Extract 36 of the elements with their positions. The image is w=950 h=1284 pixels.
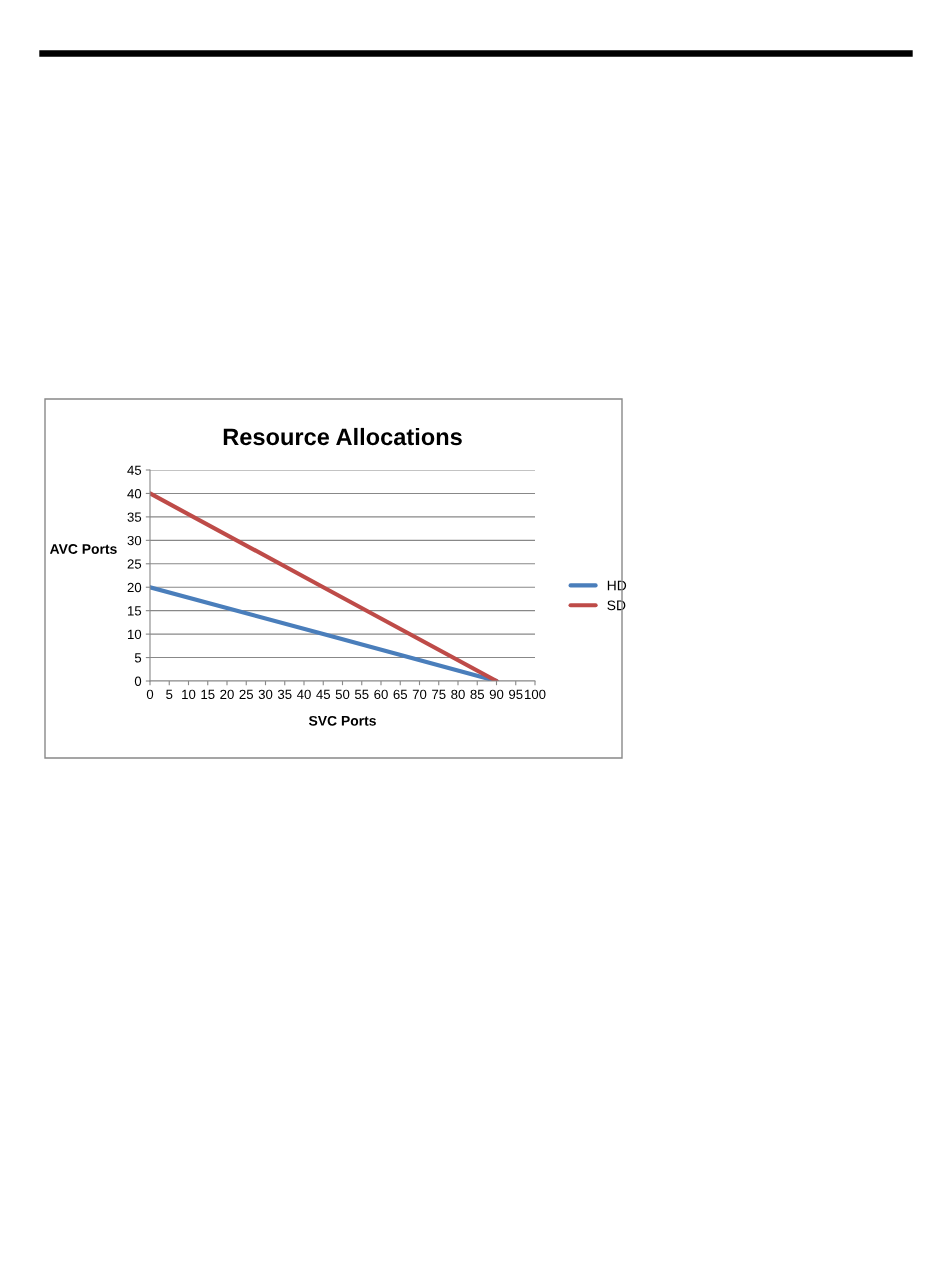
x-axis-title: SVC Ports bbox=[308, 715, 376, 726]
x-tick-label: 90 bbox=[489, 689, 504, 700]
x-tick-label: 50 bbox=[335, 689, 350, 700]
x-tick-label: 95 bbox=[509, 689, 523, 700]
x-tick-label: 65 bbox=[393, 689, 408, 700]
x-tick-label: 15 bbox=[201, 689, 215, 700]
x-tick-label: 20 bbox=[220, 689, 234, 700]
x-tick-label: 75 bbox=[432, 689, 446, 700]
x-tick-label: 60 bbox=[374, 689, 388, 700]
x-tick-label: 80 bbox=[451, 689, 465, 700]
x-tick-label: 100 bbox=[525, 689, 546, 700]
x-tick-label: 25 bbox=[239, 689, 254, 700]
y-tick-label: 40 bbox=[127, 489, 142, 499]
y-tick-label: 10 bbox=[128, 629, 142, 640]
y-tick-label: 0 bbox=[134, 676, 142, 686]
chart-title: Resource Allocations bbox=[223, 427, 462, 446]
x-tick-label: 5 bbox=[166, 689, 173, 700]
y-tick-label: 35 bbox=[127, 512, 142, 522]
x-tick-label: 30 bbox=[258, 689, 273, 700]
x-tick-label: 70 bbox=[412, 689, 427, 700]
legend-label: SD bbox=[607, 600, 626, 611]
x-tick-label: 0 bbox=[146, 689, 154, 700]
y-tick-label: 45 bbox=[127, 465, 142, 475]
legend-label: HD bbox=[607, 580, 627, 591]
y-tick-label: 5 bbox=[134, 653, 142, 663]
x-tick-label: 55 bbox=[354, 689, 369, 700]
x-tick-label: 35 bbox=[277, 689, 292, 700]
x-tick-label: 85 bbox=[470, 689, 485, 700]
y-tick-label: 20 bbox=[127, 582, 142, 593]
y-axis-title: AVC Ports bbox=[49, 544, 117, 554]
x-tick-label: 40 bbox=[296, 689, 311, 700]
y-tick-label: 25 bbox=[127, 559, 142, 569]
y-tick-label: 15 bbox=[128, 606, 142, 616]
y-tick-label: 30 bbox=[127, 535, 142, 546]
x-tick-label: 10 bbox=[182, 689, 196, 700]
x-tick-label: 45 bbox=[316, 689, 331, 700]
